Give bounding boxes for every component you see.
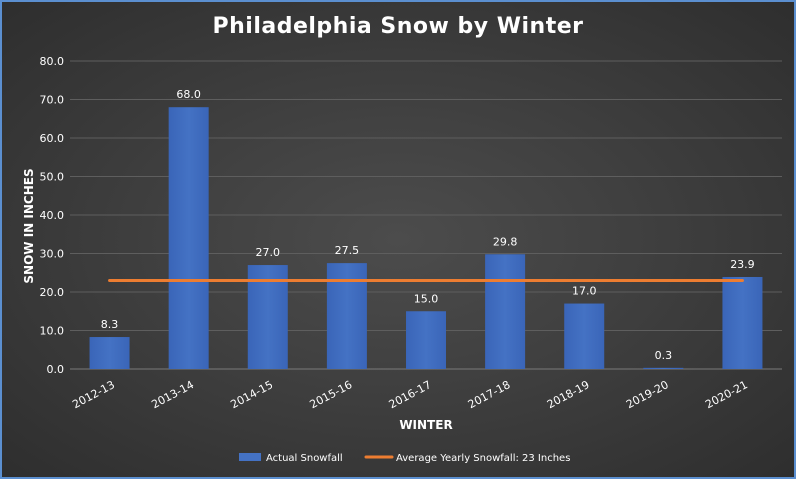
x-tick-label: 2017-18 <box>466 378 513 411</box>
legend-label-average: Average Yearly Snowfall: 23 Inches <box>396 453 570 464</box>
x-axis: 2012-13 2013-14 2014-15 2015-16 2016-17 2017-… <box>70 378 750 411</box>
bar-data-label: 29.8 <box>493 235 518 248</box>
bar-data-label: 15.0 <box>414 292 439 305</box>
x-tick-label: 2013-14 <box>149 378 196 411</box>
x-tick-label: 2016-17 <box>387 378 434 411</box>
y-tick-label: 70.0 <box>40 94 65 107</box>
bar <box>643 367 684 369</box>
bar-data-label: 23.9 <box>730 258 755 271</box>
x-tick-label: 2014-15 <box>228 378 275 411</box>
x-tick-label: 2020-21 <box>703 378 750 411</box>
y-tick-label: 10.0 <box>40 325 65 338</box>
y-tick-label: 20.0 <box>40 286 65 299</box>
bar-data-label: 17.0 <box>572 285 597 298</box>
x-tick-label: 2018-19 <box>545 378 592 411</box>
x-tick-label: 2015-16 <box>308 378 355 411</box>
x-tick-label: 2012-13 <box>70 378 117 411</box>
y-tick-label: 80.0 <box>40 55 65 68</box>
legend-label-actual: Actual Snowfall <box>266 453 343 464</box>
y-axis-label: SNOW IN INCHES <box>22 168 36 283</box>
y-axis: 0.0 10.0 20.0 30.0 40.0 50.0 60.0 70.0 80.0 <box>40 55 65 376</box>
bar <box>564 303 605 369</box>
legend-swatch-bar <box>239 453 261 461</box>
bar-data-label: 0.3 <box>655 349 673 362</box>
bar <box>247 265 288 369</box>
bar-data-label: 8.3 <box>101 318 119 331</box>
y-tick-label: 60.0 <box>40 132 65 145</box>
bar <box>168 107 209 369</box>
y-tick-label: 30.0 <box>40 248 65 261</box>
bar <box>89 337 130 369</box>
x-tick-label: 2019-20 <box>624 378 671 411</box>
bar <box>485 254 526 369</box>
bar-series <box>89 107 763 369</box>
bar <box>722 276 763 369</box>
y-tick-label: 0.0 <box>47 363 65 376</box>
legend: Actual Snowfall Average Yearly Snowfall: … <box>239 453 570 464</box>
y-tick-label: 40.0 <box>40 209 65 222</box>
bar-data-label: 27.0 <box>256 246 281 259</box>
chart-title: Philadelphia Snow by Winter <box>212 14 584 39</box>
y-tick-label: 50.0 <box>40 171 65 184</box>
bar <box>406 311 446 369</box>
bar-data-label: 27.5 <box>335 244 360 257</box>
x-axis-label: WINTER <box>399 418 452 432</box>
bar-data-label: 68.0 <box>176 88 201 101</box>
bar-data-labels: 8.3 68.0 27.0 27.5 15.0 29.8 17.0 0.3 23.9 <box>101 88 755 362</box>
